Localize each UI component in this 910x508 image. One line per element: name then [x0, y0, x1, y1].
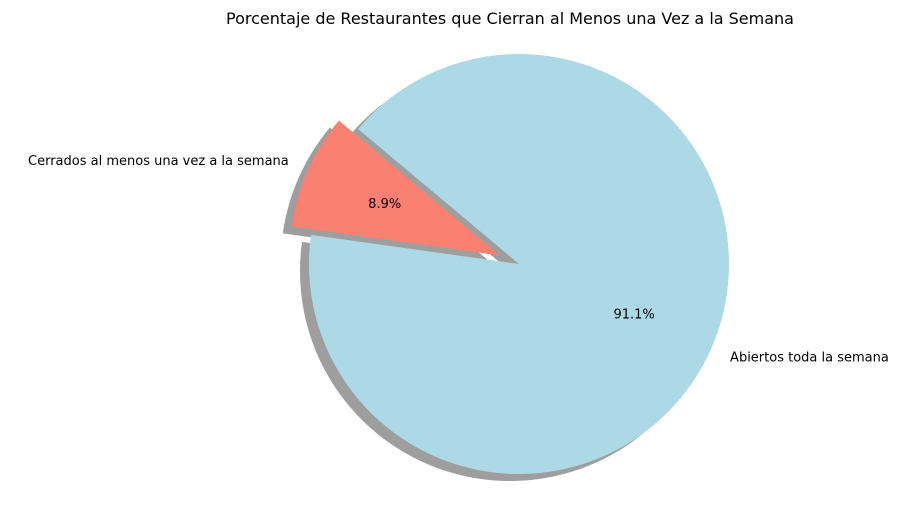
label-layer: Cerrados al menos una vez a la semana 8.9…	[28, 154, 889, 365]
slice-label-abiertos-toda-la-semana: Abiertos toda la semana	[730, 350, 889, 365]
pie-slice-abiertos-toda-la-semana	[309, 54, 729, 475]
slice-layer	[291, 54, 729, 475]
slice-label-cerrados-al-menos-una-vez-a-la-semana: Cerrados al menos una vez a la semana	[28, 154, 289, 169]
slice-percent-abiertos-toda-la-semana: 91.1%	[613, 308, 654, 323]
pie-slice-cerrados-al-menos-una-vez-a-la-semana	[291, 120, 500, 256]
chart-title: Porcentaje de Restaurantes que Cierran a…	[226, 9, 794, 28]
slice-percent-cerrados-al-menos-una-vez-a-la-semana: 8.9%	[368, 197, 401, 212]
